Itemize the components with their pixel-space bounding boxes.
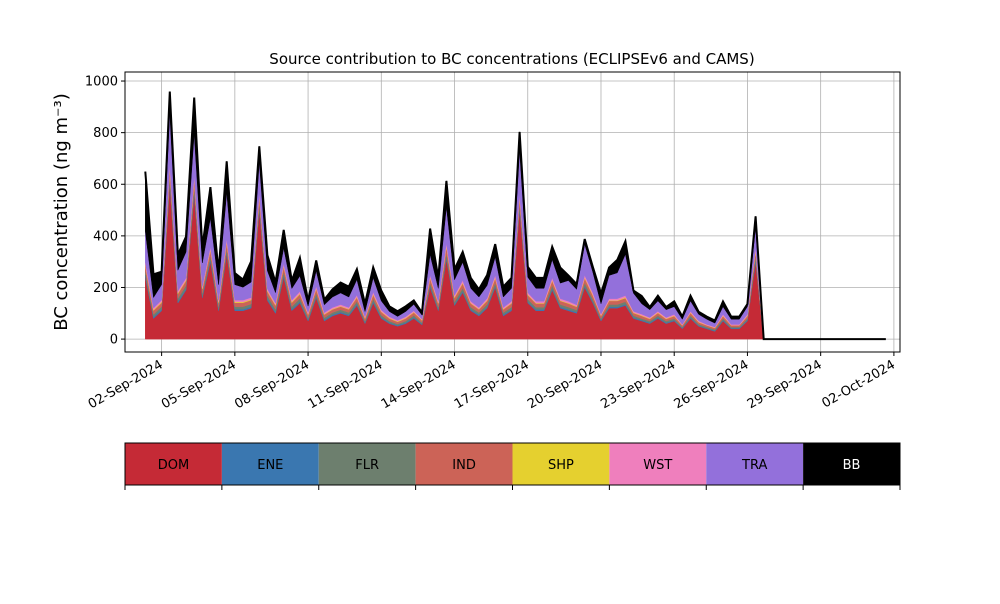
x-tick-label: 02-Oct-2024 (820, 357, 898, 411)
legend-label: FLR (355, 458, 379, 473)
chart-title: Source contribution to BC concentrations… (269, 50, 754, 68)
legend-swatch-dom (125, 443, 222, 485)
y-tick-label: 400 (93, 229, 118, 244)
x-tick-label: 11-Sep-2024 (305, 357, 385, 412)
stacked-areas (144, 91, 886, 341)
x-axis: 02-Sep-202405-Sep-202408-Sep-202411-Sep-… (86, 352, 898, 412)
legend-swatch-shp (512, 443, 610, 485)
legend-label: SHP (548, 458, 574, 473)
x-tick-label: 29-Sep-2024 (745, 357, 825, 412)
legend-swatch-flr (318, 443, 416, 485)
legend-label: TRA (741, 458, 767, 473)
y-axis-label: BC concentration (ng m⁻³) (51, 93, 72, 331)
x-tick-label: 20-Sep-2024 (525, 357, 605, 412)
x-tick-label: 14-Sep-2024 (379, 357, 459, 412)
x-tick-label: 08-Sep-2024 (232, 357, 312, 412)
legend-swatch-wst (609, 443, 707, 485)
y-tick-label: 600 (93, 178, 118, 193)
legend-label: BB (843, 458, 861, 473)
x-tick-label: 02-Sep-2024 (86, 357, 166, 412)
x-tick-label: 23-Sep-2024 (598, 357, 678, 412)
x-tick-label: 26-Sep-2024 (672, 357, 752, 412)
legend-label: DOM (158, 458, 189, 473)
y-tick-label: 800 (93, 126, 118, 141)
x-tick-label: 05-Sep-2024 (159, 357, 239, 412)
total-line (144, 91, 886, 341)
legend-label: IND (452, 458, 476, 473)
legend-label: ENE (257, 458, 283, 473)
legend-label: WST (643, 458, 672, 473)
legend-swatch-ind (415, 443, 513, 485)
legend-swatch-bb (803, 443, 900, 485)
y-tick-label: 1000 (85, 75, 118, 90)
plot-frame (124, 71, 901, 353)
x-tick-label: 17-Sep-2024 (452, 357, 532, 412)
y-tick-label: 0 (110, 333, 118, 348)
y-axis: 0 200 400 600 800 1000 (85, 75, 125, 348)
y-tick-label: 200 (93, 281, 118, 296)
legend-swatch-ene (221, 443, 319, 485)
legend: DOM ENE FLR IND SHP WST TRA BB (124, 442, 901, 490)
legend-swatch-tra (706, 443, 804, 485)
